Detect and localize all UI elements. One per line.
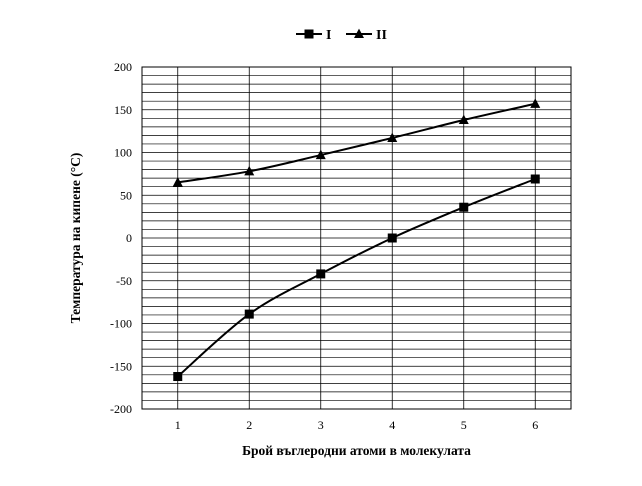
y-axis-ticks: -200 -150 -100 -50 0 50 100 150 200: [110, 60, 132, 416]
data-point: [172, 177, 183, 187]
legend-label: II: [376, 28, 387, 43]
y-tick-label: 0: [126, 231, 132, 245]
data-point: [530, 174, 540, 184]
legend-marker: [304, 29, 314, 39]
data-point: [244, 309, 254, 319]
series-1: [173, 174, 540, 382]
legend-label: I: [326, 28, 331, 43]
series-line: [177, 178, 536, 378]
data-point: [315, 149, 326, 160]
data-point: [387, 233, 397, 243]
data-point: [387, 132, 398, 143]
y-tick-label: -50: [116, 274, 132, 288]
y-tick-label: 150: [114, 103, 132, 117]
x-tick-label: 3: [318, 418, 324, 432]
data-point: [244, 165, 255, 176]
x-tick-label: 4: [389, 418, 395, 432]
x-axis-ticks: 1 2 3 4 5 6: [175, 418, 539, 432]
data-point: [530, 98, 541, 108]
series-line: [177, 102, 536, 184]
x-tick-label: 6: [532, 418, 538, 432]
series-2: [172, 98, 541, 187]
y-tick-label: -150: [110, 359, 132, 373]
x-tick-label: 5: [461, 418, 467, 432]
data-point: [173, 372, 183, 382]
x-axis-title: Брой въглеродни атоми в молекулата: [242, 443, 471, 458]
legend-item: I: [296, 28, 331, 43]
x-tick-label: 1: [175, 418, 181, 432]
data-point: [459, 202, 469, 212]
legend: I II: [296, 28, 387, 43]
y-tick-label: 100: [114, 146, 132, 160]
y-tick-label: 200: [114, 60, 132, 74]
y-axis-title: Температура на кипене (°C): [68, 153, 83, 324]
y-tick-label: -200: [110, 402, 132, 416]
grid: [142, 66, 571, 410]
data-point: [458, 114, 469, 125]
series: [172, 98, 541, 382]
plot-area-border: [141, 66, 572, 410]
x-tick-label: 2: [246, 418, 252, 432]
y-tick-label: 50: [120, 188, 132, 202]
y-tick-label: -100: [110, 317, 132, 331]
legend-marker: [354, 28, 364, 39]
legend-item: II: [346, 28, 387, 43]
data-point: [316, 269, 326, 279]
